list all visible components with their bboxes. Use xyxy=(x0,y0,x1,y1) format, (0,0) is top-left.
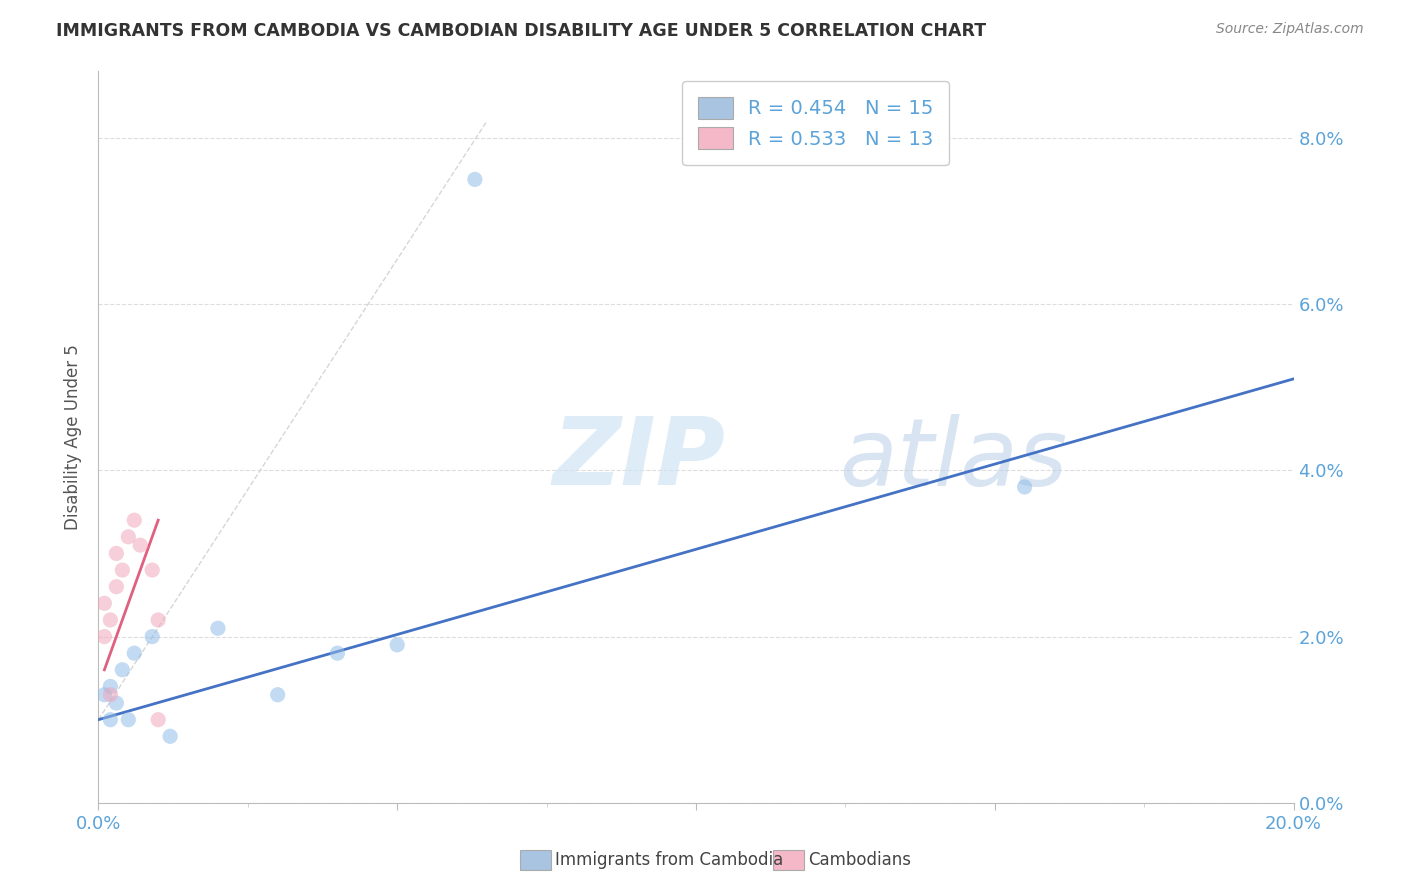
Text: ZIP: ZIP xyxy=(553,413,725,505)
Y-axis label: Disability Age Under 5: Disability Age Under 5 xyxy=(65,344,83,530)
Point xyxy=(385,638,409,652)
Point xyxy=(93,596,115,610)
Point xyxy=(117,713,139,727)
Text: IMMIGRANTS FROM CAMBODIA VS CAMBODIAN DISABILITY AGE UNDER 5 CORRELATION CHART: IMMIGRANTS FROM CAMBODIA VS CAMBODIAN DI… xyxy=(56,22,987,40)
Point xyxy=(129,538,152,552)
Text: Source: ZipAtlas.com: Source: ZipAtlas.com xyxy=(1216,22,1364,37)
Point xyxy=(159,729,181,743)
Point xyxy=(141,563,163,577)
Text: atlas: atlas xyxy=(839,414,1067,505)
Point xyxy=(100,613,122,627)
Point xyxy=(148,613,170,627)
Point xyxy=(105,580,128,594)
Point xyxy=(105,696,128,710)
Point xyxy=(124,646,146,660)
Point xyxy=(464,172,486,186)
Point xyxy=(93,630,115,644)
Text: Immigrants from Cambodia: Immigrants from Cambodia xyxy=(555,851,783,869)
Legend: R = 0.454   N = 15, R = 0.533   N = 13: R = 0.454 N = 15, R = 0.533 N = 13 xyxy=(682,81,949,165)
Point xyxy=(148,713,170,727)
Point xyxy=(100,688,122,702)
Point xyxy=(93,688,115,702)
Point xyxy=(1014,480,1036,494)
Text: Cambodians: Cambodians xyxy=(808,851,911,869)
Point xyxy=(124,513,146,527)
Point xyxy=(111,563,134,577)
Point xyxy=(326,646,349,660)
Point xyxy=(105,546,128,560)
Point xyxy=(100,713,122,727)
Point xyxy=(267,688,290,702)
Point xyxy=(117,530,139,544)
Point xyxy=(111,663,134,677)
Point xyxy=(141,630,163,644)
Point xyxy=(207,621,229,635)
Point xyxy=(100,680,122,694)
